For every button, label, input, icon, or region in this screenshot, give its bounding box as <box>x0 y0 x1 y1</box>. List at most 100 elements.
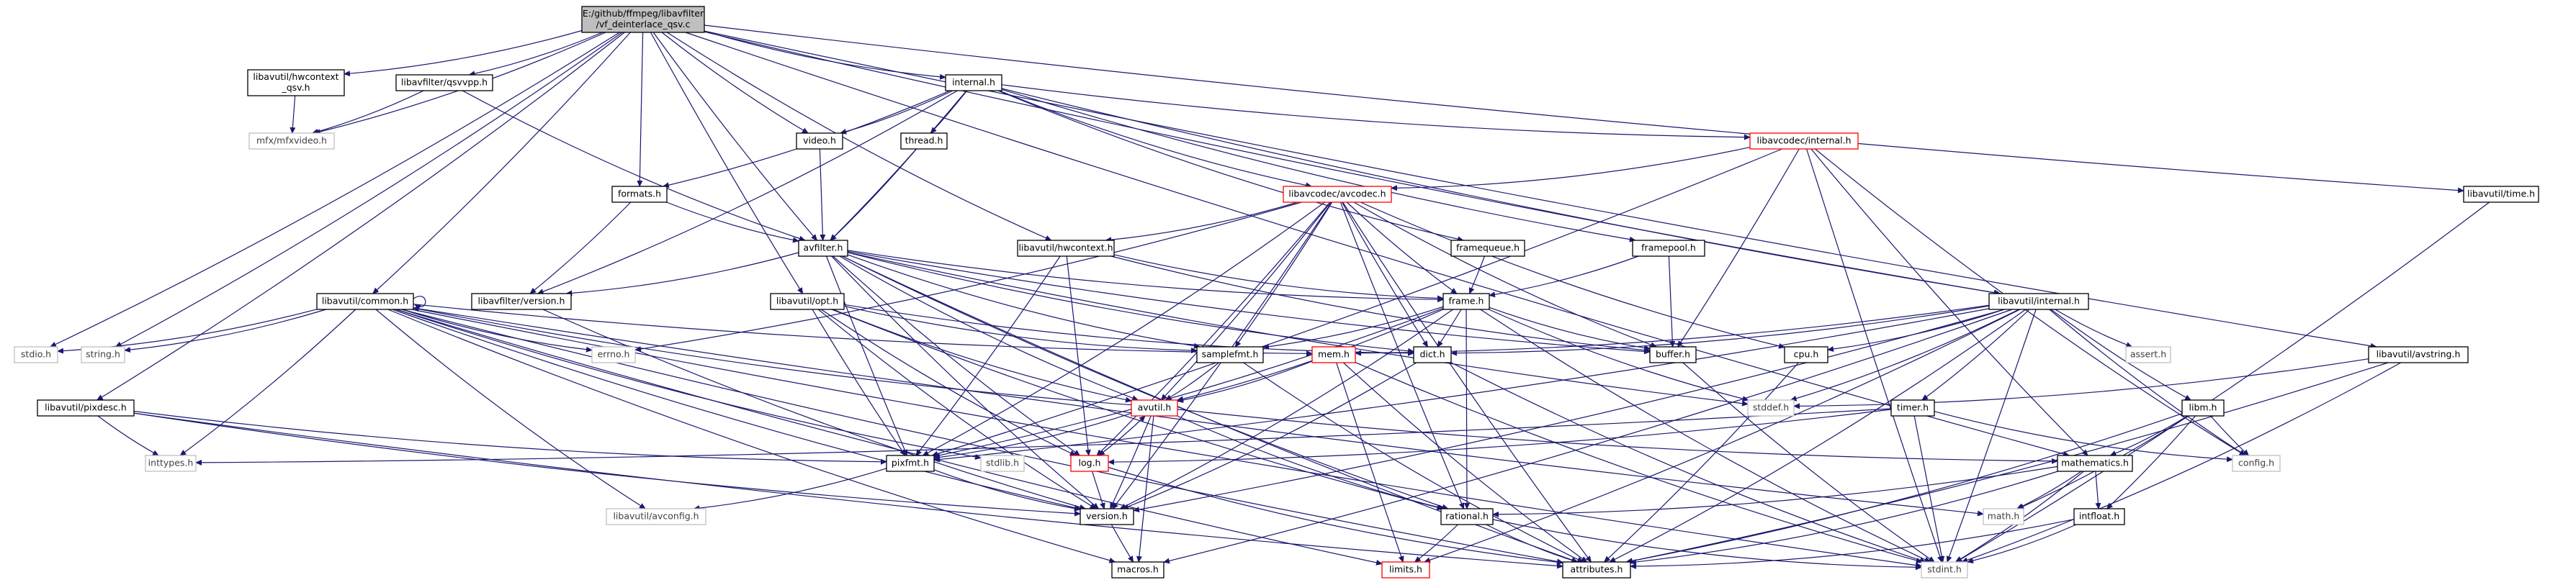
node-version[interactable]: version.h <box>1080 508 1134 525</box>
node-mem[interactable]: mem.h <box>1311 346 1356 363</box>
node-label: formats.h <box>618 189 661 199</box>
edge-hwcontext-to-frame <box>1113 254 1444 301</box>
node-framepool[interactable]: framepool.h <box>1632 240 1705 257</box>
node-pixdesc[interactable]: libavutil/pixdesc.h <box>37 399 135 417</box>
node-box <box>980 455 1025 472</box>
node-avcodec_internal[interactable]: libavcodec/internal.h <box>1749 132 1859 150</box>
node-box <box>611 186 668 203</box>
node-samplefmt[interactable]: samplefmt.h <box>1196 346 1264 363</box>
node-avutil[interactable]: avutil.h <box>1131 399 1178 417</box>
node-stdio[interactable]: stdio.h <box>14 346 58 363</box>
node-mfxvideo[interactable]: mfx/mfxvideo.h <box>248 132 335 150</box>
node-qsvvpp[interactable]: libavfilter/qsvvpp.h <box>395 74 493 91</box>
node-internal[interactable]: internal.h <box>945 74 1002 91</box>
node-assert[interactable]: assert.h <box>2125 346 2171 363</box>
node-label: mathematics.h <box>2061 458 2129 468</box>
node-rational[interactable]: rational.h <box>1440 508 1494 525</box>
node-label: dict.h <box>1419 349 1445 360</box>
edge-avutil_internal-to-macros <box>1163 309 2013 564</box>
node-label: libavutil/avconfig.h <box>613 511 699 522</box>
node-box <box>1017 240 1115 257</box>
edge-root-to-qsvvpp <box>468 32 603 77</box>
edge-root-to-opt <box>650 32 804 294</box>
edge-internal-to-avfilter <box>830 90 967 241</box>
edge-internal-to-avutil_internal <box>1001 88 2001 296</box>
node-macros[interactable]: macros.h <box>1111 561 1164 579</box>
node-avcodec[interactable]: libavcodec/avcodec.h <box>1283 186 1392 203</box>
node-box <box>145 455 197 472</box>
node-stdlib[interactable]: stdlib.h <box>980 455 1025 472</box>
node-pixfmt[interactable]: pixfmt.h <box>886 455 935 472</box>
edge-root-to-avutil_internal <box>704 31 2001 296</box>
edge-frame-to-version <box>1119 309 1453 509</box>
edge-internal-to-framepool <box>1001 89 1636 242</box>
node-buffer[interactable]: buffer.h <box>1649 346 1697 363</box>
node-cpu[interactable]: cpu.h <box>1784 346 1828 363</box>
node-attributes[interactable]: attributes.h <box>1562 561 1631 579</box>
node-box <box>1632 240 1705 257</box>
edge-internal-to-lavfversion <box>537 90 958 294</box>
node-hwcontext[interactable]: libavutil/hwcontext.h <box>1017 240 1115 257</box>
node-box <box>1440 508 1494 525</box>
node-box <box>471 293 572 310</box>
node-errno[interactable]: errno.h <box>591 346 636 363</box>
node-stddef[interactable]: stddef.h <box>1747 399 1795 417</box>
node-label: macros.h <box>1117 564 1159 575</box>
edge-dict-to-stdint <box>1450 362 1926 563</box>
node-label: avutil.h <box>1138 402 1172 413</box>
node-string[interactable]: string.h <box>81 346 125 363</box>
node-intfloat[interactable]: intfloat.h <box>2073 508 2125 525</box>
edge-root-to-internal <box>704 30 946 80</box>
edge-pixfmt-to-version <box>933 469 1081 512</box>
node-time[interactable]: libavutil/time.h <box>2463 186 2539 203</box>
node-box <box>1921 561 1968 579</box>
node-root[interactable]: E:/github/ffmpeg/libavfilter/vf_deinterl… <box>581 6 705 33</box>
node-hwctx_qsv[interactable]: libavutil/hwcontext_qsv.h <box>247 69 345 96</box>
node-box <box>1747 399 1795 417</box>
node-avfilter[interactable]: avfilter.h <box>798 240 848 257</box>
edge-avutil_internal-to-stddef <box>1790 309 2019 402</box>
node-avconfig[interactable]: libavutil/avconfig.h <box>606 508 706 525</box>
node-box <box>796 132 843 150</box>
edge-avfilter-to-dict <box>847 252 1414 354</box>
edge-root-to-time <box>704 24 2464 194</box>
edge-version-to-macros <box>1110 524 1134 563</box>
edge-pixdesc-to-attributes <box>133 412 1563 569</box>
node-formats[interactable]: formats.h <box>611 186 668 203</box>
node-thread[interactable]: thread.h <box>900 132 948 150</box>
edge-time-to-stdint <box>1955 201 2490 563</box>
node-avutil_internal[interactable]: libavutil/internal.h <box>1988 293 2089 310</box>
node-frame[interactable]: frame.h <box>1442 293 1490 310</box>
node-math[interactable]: math.h <box>1983 508 2024 525</box>
node-label: internal.h <box>952 77 995 88</box>
node-timer[interactable]: timer.h <box>1890 399 1935 417</box>
edge-avcodec-to-dict <box>1341 201 1429 348</box>
node-box <box>606 508 706 525</box>
node-framequeue[interactable]: framequeue.h <box>1450 240 1525 257</box>
edge-common-to-inttypes <box>179 309 356 456</box>
node-lavfversion[interactable]: libavfilter/version.h <box>471 293 572 310</box>
node-config[interactable]: config.h <box>2232 455 2281 472</box>
node-dict[interactable]: dict.h <box>1413 346 1452 363</box>
node-common[interactable]: libavutil/common.h <box>316 293 414 310</box>
node-log[interactable]: log.h <box>1070 455 1109 472</box>
node-label: _qsv.h <box>281 82 310 93</box>
node-label: log.h <box>1079 458 1101 468</box>
node-opt[interactable]: libavutil/opt.h <box>770 293 845 310</box>
edge-pixdesc-to-version <box>133 412 1081 517</box>
node-avstring[interactable]: libavutil/avstring.h <box>2368 346 2469 363</box>
node-libm[interactable]: libm.h <box>2181 399 2225 417</box>
edge-common-to-stdint <box>411 309 1922 568</box>
node-label: inttypes.h <box>148 458 194 468</box>
node-stdint[interactable]: stdint.h <box>1921 561 1968 579</box>
node-inttypes[interactable]: inttypes.h <box>145 455 197 472</box>
node-video[interactable]: video.h <box>796 132 843 150</box>
node-box <box>2232 455 2281 472</box>
edge-avutil_internal-to-dict <box>1450 305 1990 356</box>
edge-pixdesc-to-inttypes <box>97 415 159 456</box>
edge-log-to-avutil <box>1098 415 1146 456</box>
node-box <box>2125 346 2171 363</box>
node-limits[interactable]: limits.h <box>1381 561 1430 579</box>
node-mathematics[interactable]: mathematics.h <box>2057 455 2133 472</box>
